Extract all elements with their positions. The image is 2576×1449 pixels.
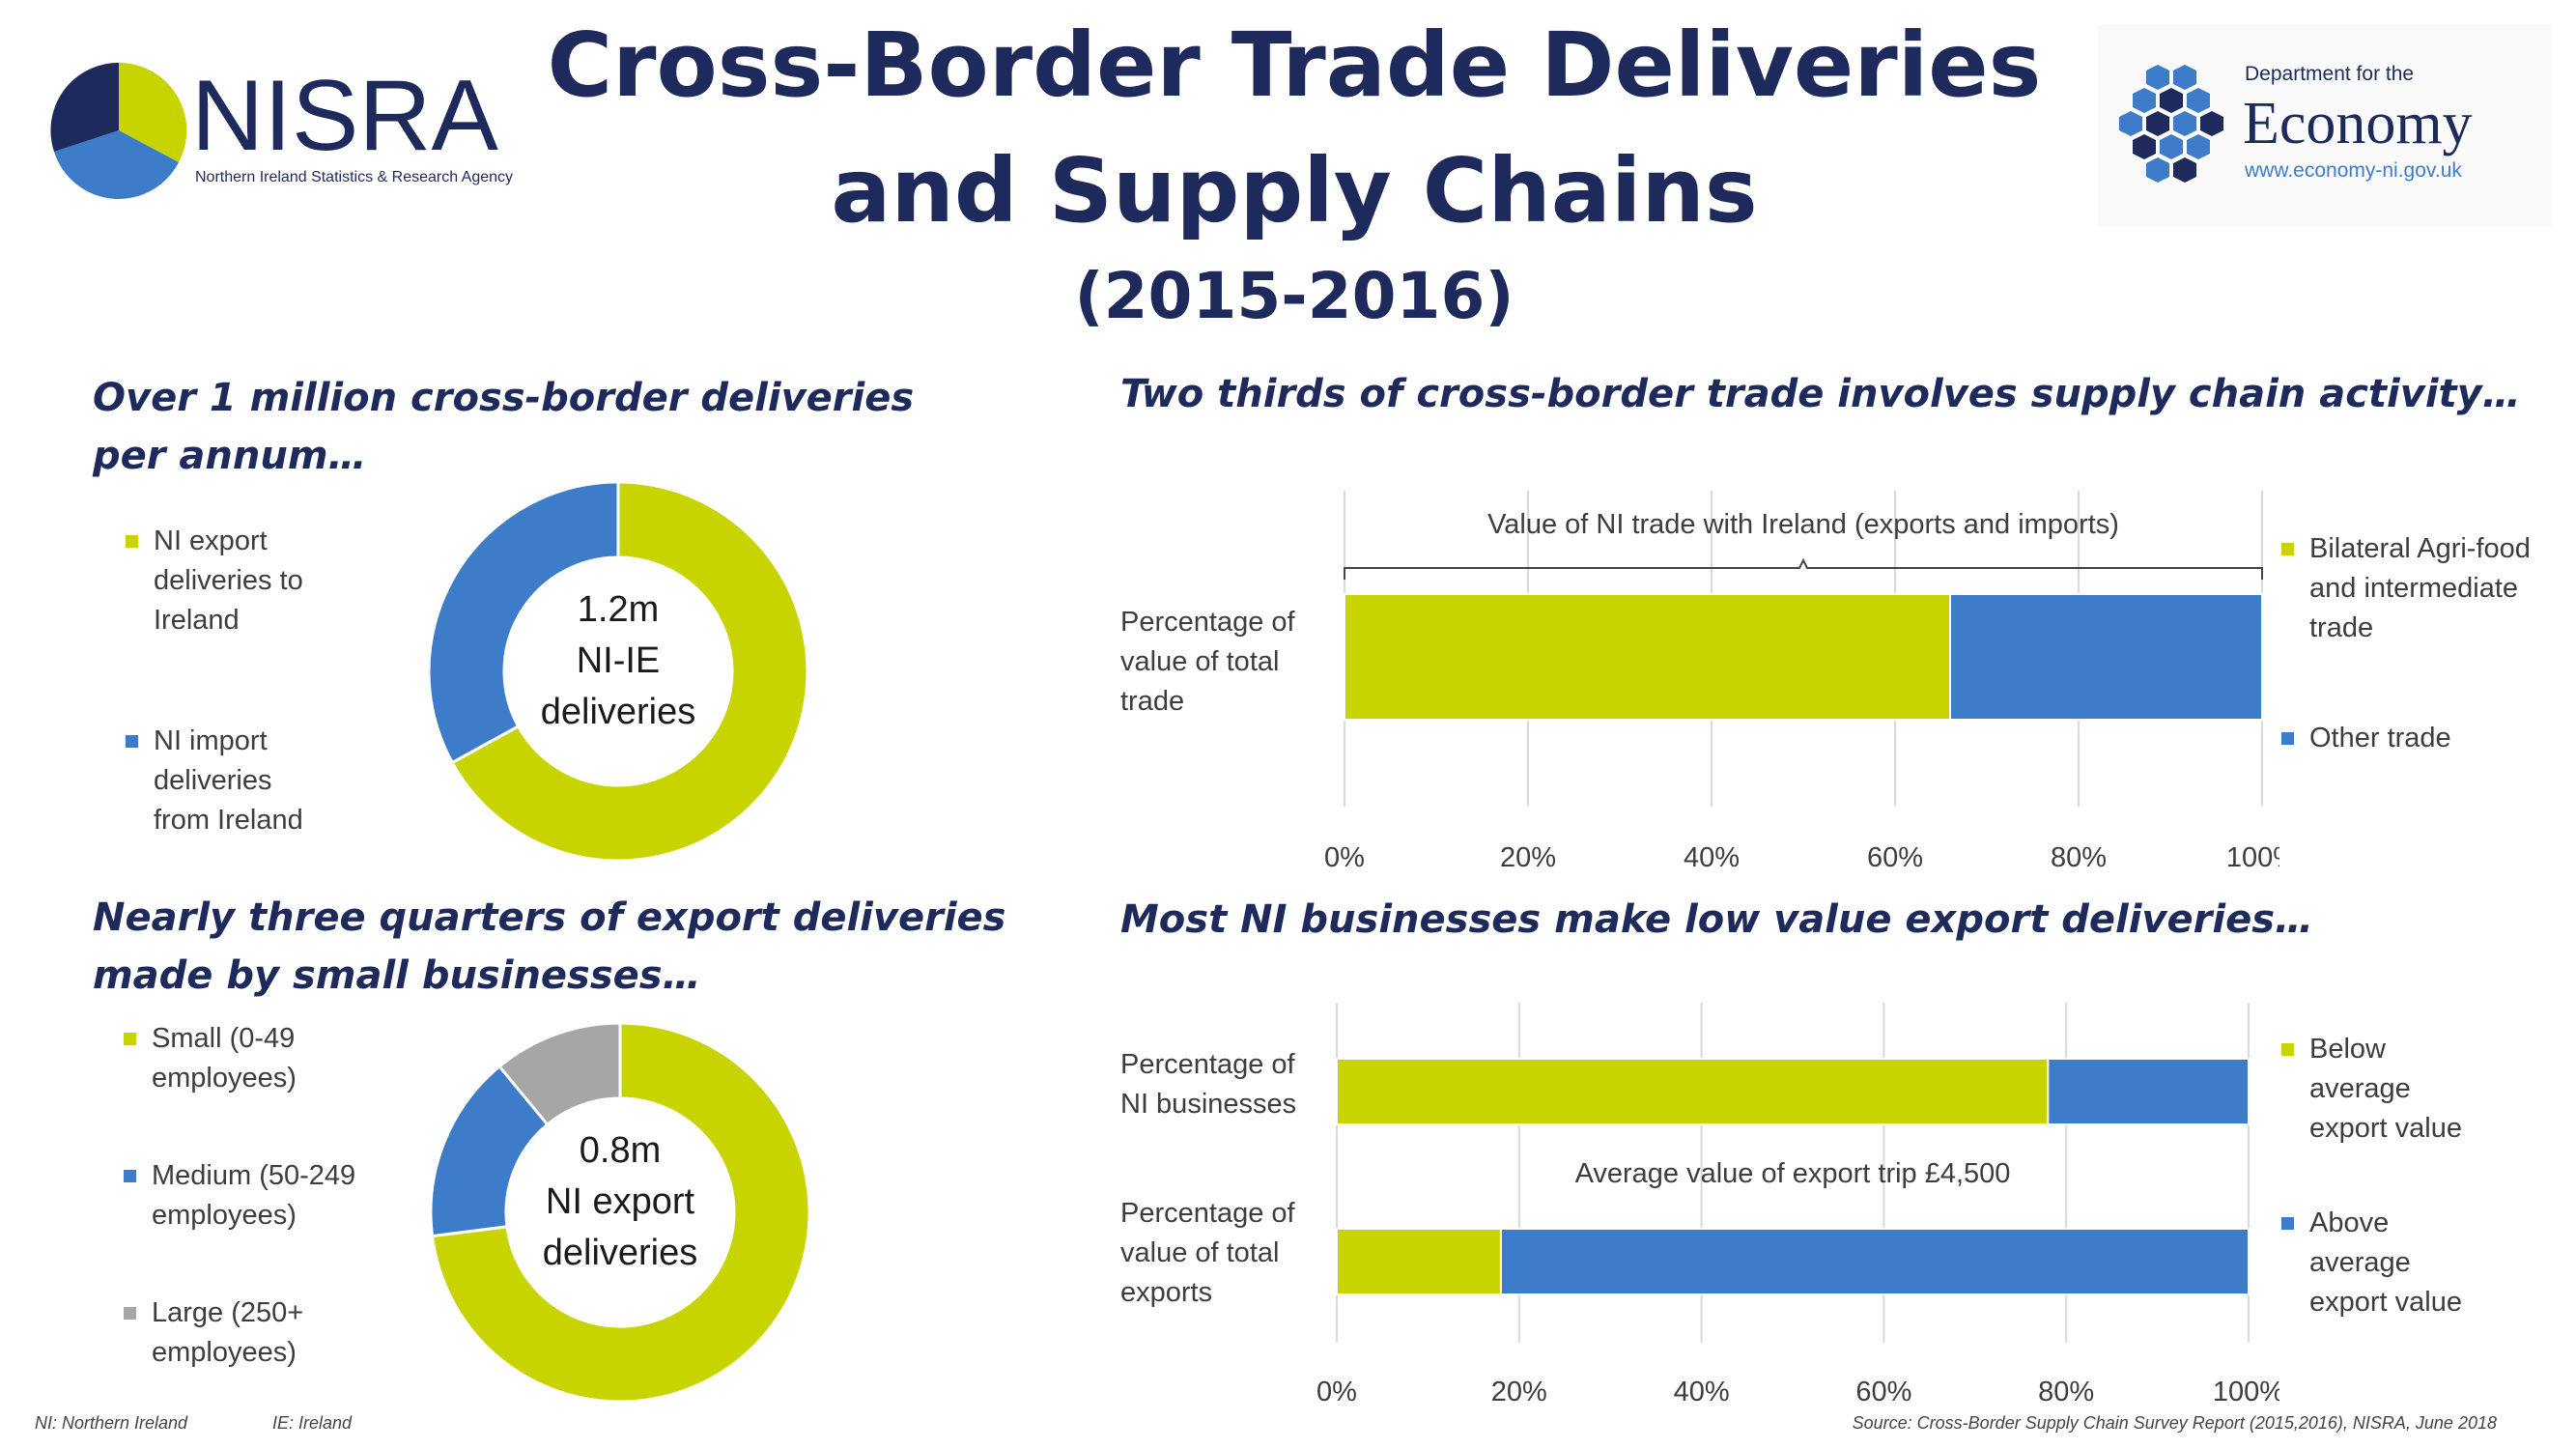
donut-chart-export-size [429, 1021, 811, 1404]
deliveries-slice-2 [427, 480, 620, 765]
legend-swatch-green [2281, 1043, 2294, 1056]
supply-chain-tick-label: 60% [1867, 842, 1923, 873]
legend-item-small: Small (0-49 employees) [124, 1019, 433, 1098]
export-value-annotation: Average value of export trip £4,500 [1575, 1158, 2011, 1189]
supply-chain-tick-label: 0% [1324, 842, 1365, 873]
section-heading-deliveries: Over 1 million cross-border deliveries p… [93, 376, 915, 478]
legend-swatch-green [124, 1033, 136, 1045]
economy-logo-dept: Department for the [2245, 63, 2415, 85]
legend-item-above-average: Above average export value [2281, 1204, 2552, 1322]
legend-item-other-trade: Other trade [2281, 719, 2571, 758]
footnote-ie: IE: Ireland [272, 1413, 353, 1433]
supply-chain-tick-label: 80% [2051, 842, 2107, 873]
export-size-slice-3 [496, 1021, 622, 1127]
page-title-line1: Cross-Border Trade Deliveries [547, 14, 2042, 117]
legend-swatch-blue [2281, 1217, 2294, 1230]
export-size-slice-1 [430, 1021, 811, 1404]
nisra-logo-tagline: Northern Ireland Statistics & Research A… [195, 169, 514, 185]
footnote-ni: NI: Northern Ireland [35, 1413, 188, 1433]
legend-deliveries: NI export deliveries to Ireland NI import d… [126, 522, 415, 840]
export-value-bar-2-1 [1336, 1228, 1502, 1295]
legend-item-large: Large (250+ employees) [124, 1293, 433, 1373]
supply-chain-bar-1-1 [1344, 593, 1951, 721]
legend-swatch-blue [126, 735, 138, 748]
legend-swatch-green [126, 535, 138, 548]
legend-swatch-green [2281, 543, 2294, 555]
nisra-logo: NISRA Northern Ireland Statistics & Rese… [46, 58, 529, 203]
economy-logo: Department for the Economy www.economy-n… [2098, 24, 2552, 227]
deliveries-slice-1 [450, 480, 809, 863]
legend-item-import: NI import deliveries from Ireland [126, 722, 415, 840]
legend-item-below-average: Below average export value [2281, 1030, 2552, 1149]
legend-item-medium: Medium (50-249 employees) [124, 1156, 433, 1236]
export-value-tick-label: 100% [2213, 1377, 2279, 1407]
legend-item-export: NI export deliveries to Ireland [126, 522, 415, 640]
supply-chain-bar-1-2 [1949, 593, 2263, 721]
economy-logo-url: www.economy-ni.gov.uk [2245, 159, 2462, 182]
export-value-tick-label: 0% [1316, 1377, 1357, 1407]
donut-center-label-export-size: 0.8m NI export deliveries [542, 1130, 698, 1273]
section-heading-export-size: Nearly three quarters of export deliveri… [93, 895, 1006, 998]
supply-chain-tick-label: 100% [2226, 842, 2279, 873]
export-value-tick-label: 60% [1855, 1377, 1911, 1407]
export-value-tick-label: 40% [1674, 1377, 1730, 1407]
export-value-tick-label: 80% [2038, 1377, 2094, 1407]
nisra-logo-icon [50, 62, 187, 199]
page-subtitle: (2015-2016) [1074, 259, 1514, 333]
export-value-bar-1-1 [1336, 1058, 2050, 1125]
page-title-line2: and Supply Chains [831, 139, 1758, 242]
legend-swatch-blue [2281, 732, 2294, 745]
bar-chart-supply-chain: 0% 20% 40% 60% 80% 100% Value of NI trade with… [1324, 491, 2279, 873]
nisra-logo-name: NISRA [191, 60, 498, 172]
supply-chain-annotation: Value of NI trade with Ireland (exports … [1487, 509, 2119, 540]
economy-logo-name: Economy [2243, 91, 2473, 156]
footnote-source: Source: Cross-Border Supply Chain Survey… [1852, 1413, 2497, 1433]
hexagon-cluster-icon [2119, 65, 2223, 183]
legend-export-size: Small (0-49 employees) Medium (50-249 empl… [124, 1019, 433, 1373]
bar-chart-export-value: 0% 20% 40% 60% 80% 100% Average value of expor… [1316, 1003, 2279, 1407]
legend-supply-chain: Bilateral Agri-food and intermediate trade… [2281, 529, 2571, 758]
export-value-bar-2-2 [1499, 1228, 2250, 1295]
donut-chart-deliveries [427, 480, 809, 863]
supply-chain-tick-label: 20% [1500, 842, 1556, 873]
section-heading-export-value: Most NI businesses make low value export… [1120, 897, 2313, 942]
legend-item-bilateral: Bilateral Agri-food and intermediate trade [2281, 529, 2571, 648]
bar2-category-label-businesses: Percentage of NI businesses [1120, 1049, 1297, 1120]
bar1-category-label: Percentage of value of total trade [1120, 607, 1295, 717]
legend-swatch-grey [124, 1307, 136, 1320]
section-heading-supply-chain: Two thirds of cross-border trade involve… [1120, 372, 2521, 416]
supply-chain-bracket [1344, 557, 2263, 580]
supply-chain-tick-label: 40% [1684, 842, 1740, 873]
export-value-tick-label: 20% [1491, 1377, 1547, 1407]
legend-export-value: Below average export value Above average exp… [2281, 1030, 2552, 1322]
export-value-bar-1-2 [2047, 1058, 2250, 1125]
legend-swatch-blue [124, 1170, 136, 1182]
donut-center-label-deliveries: 1.2m NI-IE deliveries [540, 589, 696, 732]
bar2-category-label-value: Percentage of value of total exports [1120, 1198, 1295, 1308]
